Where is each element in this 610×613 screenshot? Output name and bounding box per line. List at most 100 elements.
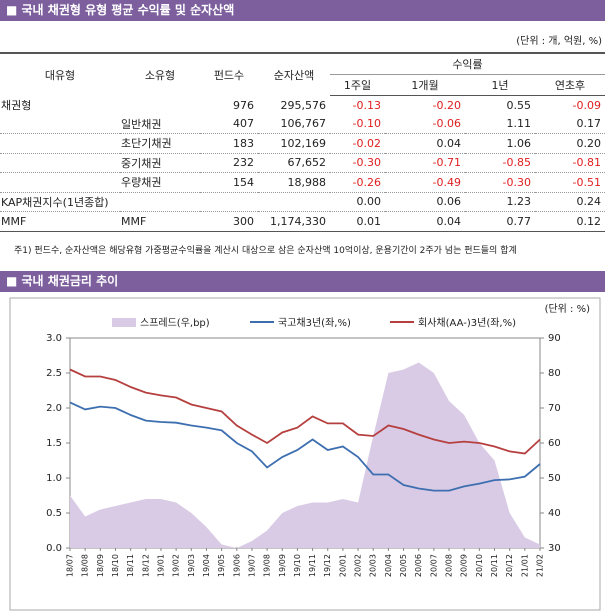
x-tick-label: 18/10	[111, 554, 120, 577]
x-tick-label: 19/02	[172, 554, 181, 577]
cell: -0.26	[330, 172, 385, 193]
cell: 106,767	[258, 114, 330, 134]
x-tick-label: 20/08	[445, 554, 454, 577]
y2-tick-label: 60	[548, 438, 561, 449]
cell: 0.04	[385, 211, 465, 232]
th: 1년	[465, 74, 535, 96]
footnote: 주1) 펀드수, 순자산액은 해당유형 가중평균수익률을 계산시 대상으로 삼은…	[14, 246, 517, 256]
cell	[200, 192, 258, 212]
x-tick-label: 19/07	[247, 554, 256, 577]
unit: (단위 : 개, 억원, %)	[516, 36, 602, 47]
cell: 232	[200, 153, 258, 173]
section-title: ■ 국내 채권형 유형 평균 수익률 및 순자산액	[0, 0, 605, 21]
cell	[258, 192, 330, 212]
cell	[0, 172, 120, 193]
th: 1주일	[330, 74, 385, 96]
cell: 295,576	[280, 98, 327, 112]
cell: 407	[200, 114, 258, 134]
cell: 1,174,330	[258, 211, 330, 232]
cell: -0.30	[465, 172, 535, 193]
row: 채권형 976 295,576 -0.13 -0.20 0.55 -0.09	[0, 96, 605, 115]
legend-label: 회사채(AA-)3년(좌,%)	[418, 317, 516, 329]
x-tick-label: 21/01	[520, 554, 529, 577]
cell: 18,988	[258, 172, 330, 193]
row: MMF MMF 300 1,174,330 0.01 0.04 0.77 0.12	[0, 211, 605, 232]
cell: 0.20	[535, 133, 605, 154]
cell: 0.00	[330, 192, 385, 212]
x-tick-label: 19/10	[293, 554, 302, 577]
chart-frame	[9, 297, 601, 611]
y2-tick-label: 70	[548, 403, 561, 414]
x-tick-label: 20/09	[460, 554, 469, 577]
x-tick-label: 20/01	[338, 554, 347, 577]
cell: -0.09	[572, 98, 601, 112]
x-tick-label: 20/06	[414, 554, 423, 577]
x-tick-label: 19/11	[308, 554, 317, 577]
cell: -0.71	[385, 153, 465, 173]
cell: 300	[200, 211, 258, 232]
unit: (단위 : %)	[545, 302, 591, 315]
th: 연초후	[535, 74, 605, 96]
cell: -0.85	[465, 153, 535, 173]
cell	[120, 192, 200, 212]
cell: MMF	[120, 211, 200, 232]
cell: 우량채권	[120, 172, 200, 193]
x-tick-label: 19/12	[323, 554, 332, 577]
cell: -0.10	[330, 114, 385, 134]
line	[69, 368, 541, 455]
cell	[0, 153, 120, 173]
y-tick-label: 2.0	[46, 403, 62, 414]
cell: -0.20	[432, 98, 461, 112]
x-tick-label: 20/11	[490, 554, 499, 577]
y2-tick-label: 50	[548, 473, 561, 484]
x-tick-label: 18/09	[96, 554, 105, 577]
cell: -0.06	[385, 114, 465, 134]
cell: 일반채권	[120, 114, 200, 134]
row: 일반채권 407 106,767 -0.10 -0.06 1.11 0.17	[0, 114, 605, 134]
row: 중기채권 232 67,652 -0.30 -0.71 -0.85 -0.81	[0, 153, 605, 173]
cell	[0, 133, 120, 154]
th: 펀드수	[200, 52, 258, 96]
cell: -0.81	[535, 153, 605, 173]
x-tick-label: 18/11	[126, 554, 135, 577]
cell: 976	[233, 98, 254, 112]
x-tick-label: 20/07	[429, 554, 438, 577]
x-tick-label: 19/04	[202, 554, 211, 577]
row: KAP채권지수(1년종합) 0.00 0.06 1.23 0.24	[0, 192, 605, 212]
y2-tick-label: 90	[548, 333, 561, 344]
cell: 0.01	[330, 211, 385, 232]
cell: 0.77	[465, 211, 535, 232]
legend-label: 국고채3년(좌,%)	[278, 317, 351, 329]
section-title: ■ 국내 채권금리 추이	[0, 271, 605, 292]
x-tick-label: 18/07	[66, 554, 75, 577]
cell: 0.24	[535, 192, 605, 212]
th: 수익률	[330, 52, 605, 75]
x-tick-label: 18/12	[141, 554, 150, 577]
cell: 67,652	[258, 153, 330, 173]
cell: 초단기채권	[120, 133, 200, 154]
legend-swatch	[112, 318, 136, 327]
cell: 채권형	[1, 99, 32, 112]
cell: -0.51	[535, 172, 605, 193]
cell: 0.17	[535, 114, 605, 134]
y2-tick-label: 30	[548, 543, 561, 554]
th: 순자산액	[258, 52, 330, 96]
y-tick-label: 3.0	[46, 333, 62, 344]
cell: KAP채권지수(1년종합)	[0, 192, 120, 212]
y2-tick-label: 80	[548, 368, 561, 379]
cell: 183	[200, 133, 258, 154]
x-tick-label: 20/05	[399, 554, 408, 577]
legend-label: 스프레드(우,bp)	[140, 317, 210, 329]
cell: -0.13	[352, 98, 381, 112]
y2-tick-label: 40	[548, 508, 561, 519]
cell: 1.11	[465, 114, 535, 134]
x-tick-label: 20/04	[384, 554, 393, 577]
area	[70, 362, 540, 548]
cell: 0.04	[385, 133, 465, 154]
cell	[0, 114, 120, 134]
y-tick-label: 1.0	[46, 473, 62, 484]
cell: 0.12	[535, 211, 605, 232]
line	[69, 401, 541, 492]
